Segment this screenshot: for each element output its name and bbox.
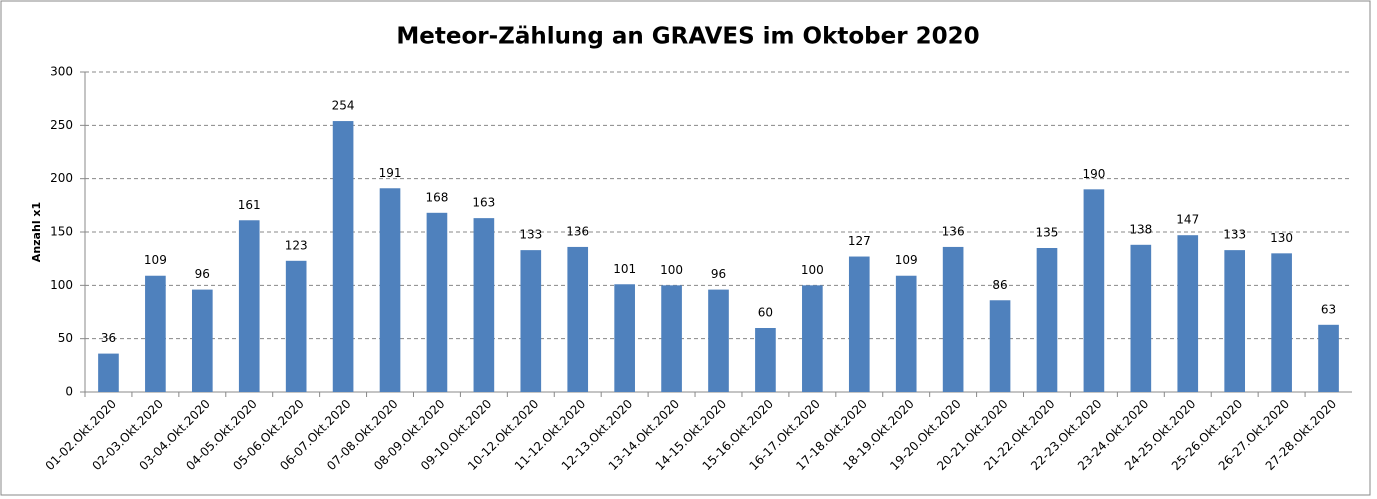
bar (426, 212, 448, 392)
data-label: 127 (848, 234, 871, 248)
y-tick-label: 200 (50, 171, 73, 185)
bar (1271, 253, 1292, 392)
data-label: 96 (195, 267, 210, 281)
bar (1036, 248, 1058, 392)
data-label: 123 (285, 238, 308, 252)
bar (473, 218, 495, 392)
data-label: 101 (613, 262, 636, 276)
bar (661, 285, 682, 392)
bar (379, 188, 401, 392)
bar (802, 285, 823, 392)
data-label: 135 (1036, 226, 1059, 240)
data-label: 60 (758, 306, 773, 320)
bar (1224, 250, 1246, 392)
data-label: 168 (425, 190, 448, 204)
data-label: 161 (238, 198, 261, 212)
data-label: 133 (519, 228, 542, 242)
data-label: 147 (1176, 213, 1199, 227)
data-label: 163 (472, 196, 495, 210)
bar (1130, 244, 1152, 392)
y-axis-label: Anzahl x1 (30, 202, 43, 262)
bar (848, 256, 870, 392)
data-label: 136 (942, 224, 965, 238)
bar (191, 289, 213, 392)
bar (332, 121, 354, 393)
bar (145, 275, 166, 392)
data-label: 100 (801, 263, 824, 277)
bar (567, 246, 589, 392)
bar (989, 300, 1011, 392)
data-label: 96 (711, 267, 726, 281)
bar (238, 220, 260, 392)
data-label: 100 (660, 263, 683, 277)
y-tick-label: 150 (50, 225, 73, 239)
y-tick-label: 50 (58, 331, 73, 345)
data-label: 136 (566, 224, 589, 238)
bar (1083, 189, 1105, 392)
bar (98, 353, 119, 392)
data-label: 130 (1270, 231, 1293, 245)
bar (1318, 324, 1339, 392)
y-tick-label: 0 (65, 385, 73, 399)
data-label: 254 (332, 99, 355, 113)
y-tick-label: 100 (50, 278, 73, 292)
bar (942, 246, 964, 392)
bar (285, 260, 307, 392)
data-label: 86 (992, 278, 1007, 292)
data-label: 190 (1082, 167, 1105, 181)
bar (895, 275, 917, 392)
bar (708, 289, 729, 392)
data-label: 36 (101, 331, 116, 345)
bar (614, 284, 635, 392)
bar (520, 250, 542, 392)
bar (755, 328, 776, 392)
chart-title: Meteor-Zählung an GRAVES im Oktober 2020 (396, 24, 979, 50)
bar (1177, 235, 1199, 392)
data-label: 109 (895, 253, 918, 267)
data-label: 138 (1129, 222, 1152, 236)
data-label: 133 (1223, 228, 1246, 242)
y-tick-label: 300 (50, 65, 73, 79)
y-tick-label: 250 (50, 118, 73, 132)
data-label: 63 (1321, 302, 1336, 316)
data-label: 191 (379, 166, 402, 180)
data-label: 109 (144, 253, 167, 267)
